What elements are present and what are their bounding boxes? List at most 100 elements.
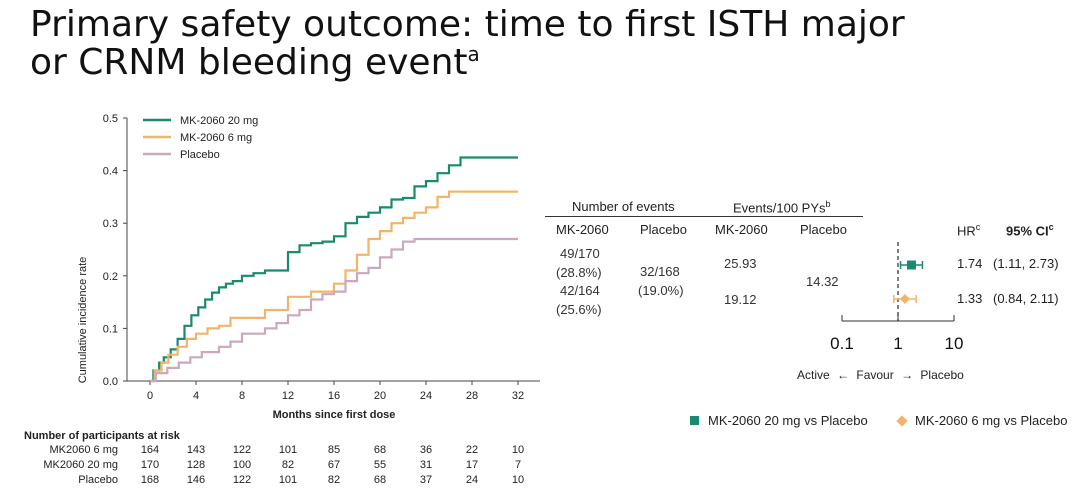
y-tick-label: 0.0 xyxy=(103,376,118,388)
risk-cell: 85 xyxy=(327,444,341,456)
y-axis-label: Cumulative incidence rate xyxy=(77,257,89,384)
title-line-2: or CRNM bleeding eventa xyxy=(30,44,1030,82)
col-placebo-rate: Placebo xyxy=(800,222,847,237)
series-line-3 xyxy=(150,237,518,383)
risk-cell: 122 xyxy=(232,474,252,486)
ci-header: 95% CIc xyxy=(1006,222,1054,238)
row2-events: 42/164 (25.6%) xyxy=(556,281,602,319)
favour-active: Active xyxy=(797,368,830,382)
risk-table-title: Number of participants at risk xyxy=(24,430,180,442)
placebo-events-pct: (19.0%) xyxy=(638,283,684,298)
legend-label: Placebo xyxy=(180,149,220,161)
title-line-1: Primary safety outcome: time to first IS… xyxy=(30,4,905,45)
risk-cell: 168 xyxy=(140,474,160,486)
risk-cell: 10 xyxy=(511,444,525,456)
x-tick-label: 24 xyxy=(420,390,432,402)
placebo-rate: 14.32 xyxy=(806,274,839,289)
risk-cell: 17 xyxy=(465,459,479,471)
risk-cell: 36 xyxy=(419,444,433,456)
risk-cell: 68 xyxy=(373,474,387,486)
row2-rate: 19.12 xyxy=(724,292,757,307)
forest-legend-6mg: MK-2060 6 mg vs Placebo xyxy=(896,413,1067,428)
risk-cell: 10 xyxy=(511,474,525,486)
row1-events-count: 49/170 xyxy=(560,246,600,261)
header-rate-text: Events/100 PYs xyxy=(733,200,826,216)
ci-header-sup: c xyxy=(1048,222,1054,232)
header-rate-sup: b xyxy=(825,199,831,209)
x-tick-label: 16 xyxy=(328,390,340,402)
title-footnote: a xyxy=(467,42,480,66)
chart-legend: MK-2060 20 mg MK-2060 6 mg Placebo xyxy=(143,115,258,161)
risk-cell: 37 xyxy=(419,474,433,486)
y-tick-label: 0.2 xyxy=(103,271,118,283)
page-title: Primary safety outcome: time to first IS… xyxy=(30,6,1030,82)
header-number-of-events: Number of events xyxy=(572,199,675,214)
hr-header-sup: c xyxy=(975,222,981,232)
risk-cell: 100 xyxy=(232,459,252,471)
title-line-2-text: or CRNM bleeding event xyxy=(30,42,468,83)
row2-events-count: 42/164 xyxy=(560,283,600,298)
risk-cell: 101 xyxy=(278,474,298,486)
hr-row2: 1.33 xyxy=(957,291,983,306)
ci-row1: (1.11, 2.73) xyxy=(993,256,1059,271)
x-tick-label: 0 xyxy=(147,390,153,402)
table-header-rule xyxy=(545,216,863,217)
x-tick-label: 8 xyxy=(239,390,245,402)
row1-events-pct: (28.8%) xyxy=(556,265,602,280)
risk-row-label: MK2060 20 mg xyxy=(43,459,118,471)
col-placebo-events: Placebo xyxy=(640,222,687,237)
placebo-events-count: 32/168 xyxy=(640,264,680,279)
chart-axes: 0.0 0.1 0.2 0.3 0.4 0.5 0 4 8 12 16 20 24 28 32 xyxy=(103,113,540,402)
risk-cell: 128 xyxy=(186,459,206,471)
arrow-left-icon: ← xyxy=(837,368,850,382)
y-tick-label: 0.5 xyxy=(103,113,118,125)
risk-cell: 68 xyxy=(373,444,387,456)
x-tick-label: 4 xyxy=(193,390,199,402)
hr-point-diamond xyxy=(899,294,910,304)
risk-cell: 122 xyxy=(232,444,252,456)
risk-cell: 82 xyxy=(327,474,341,486)
hr-header: HRc xyxy=(957,222,980,238)
favour-caption: Active ← Favour → Placebo xyxy=(797,368,964,382)
risk-row-label: MK2060 6 mg xyxy=(49,444,118,456)
favour-word: Favour xyxy=(856,368,894,382)
risk-cell: 7 xyxy=(514,459,522,471)
x-tick-label: 12 xyxy=(282,390,294,402)
risk-cell: 82 xyxy=(281,459,295,471)
forest-legend-20mg: MK-2060 20 mg vs Placebo xyxy=(690,413,868,428)
risk-cell: 164 xyxy=(140,444,160,456)
cumulative-incidence-chart: 0.0 0.1 0.2 0.3 0.4 0.5 0 4 8 12 16 20 24 28 32 MK-206… xyxy=(77,113,540,421)
risk-cell: 101 xyxy=(278,444,298,456)
hr-row1: 1.74 xyxy=(957,256,983,271)
favour-placebo: Placebo xyxy=(920,368,964,382)
header-events-per-100-pys: Events/100 PYsb xyxy=(733,199,831,215)
arrow-right-icon: → xyxy=(901,368,914,382)
y-tick-label: 0.3 xyxy=(103,218,118,230)
x-tick-label: 20 xyxy=(374,390,386,402)
y-tick-label: 0.4 xyxy=(103,166,118,178)
risk-cell: 55 xyxy=(373,459,387,471)
risk-cell: 22 xyxy=(465,444,479,456)
risk-row-label: Placebo xyxy=(78,474,118,486)
ci-header-text: 95% CI xyxy=(1006,223,1049,239)
series-line-2 xyxy=(150,190,518,383)
risk-cell: 31 xyxy=(419,459,433,471)
row1-events: 49/170 (28.8%) xyxy=(556,244,602,282)
x-axis-label: Months since first dose xyxy=(273,409,396,421)
risk-cell: 67 xyxy=(327,459,341,471)
risk-cell: 143 xyxy=(186,444,206,456)
risk-cell: 170 xyxy=(140,459,160,471)
forest-plot: 0.1 1 10 xyxy=(830,242,964,353)
x-tick-label: 28 xyxy=(466,390,478,402)
hr-point-square xyxy=(906,260,916,270)
row1-rate: 25.93 xyxy=(724,256,757,271)
x-tick-label: 32 xyxy=(512,390,524,402)
forest-tick-label: 0.1 xyxy=(830,334,854,353)
chart-series xyxy=(150,156,518,383)
forest-tick-label: 10 xyxy=(945,334,964,353)
legend-label: MK-2060 20 mg xyxy=(180,115,258,127)
legend-label: MK-2060 6 mg xyxy=(180,132,252,144)
col-mk2060-events: MK-2060 xyxy=(556,222,609,237)
risk-cell: 24 xyxy=(465,474,479,486)
forest-tick-label: 1 xyxy=(893,334,902,353)
